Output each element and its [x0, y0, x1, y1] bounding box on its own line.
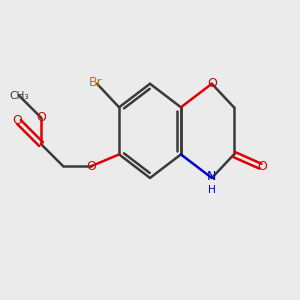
Text: O: O	[86, 160, 96, 173]
Text: O: O	[36, 111, 46, 124]
Text: O: O	[207, 77, 217, 90]
Text: CH₃: CH₃	[9, 91, 29, 100]
Text: N: N	[207, 170, 217, 183]
Text: Br: Br	[89, 76, 102, 89]
Text: O: O	[257, 160, 267, 173]
Text: O: O	[13, 114, 22, 127]
Text: H: H	[208, 185, 216, 195]
